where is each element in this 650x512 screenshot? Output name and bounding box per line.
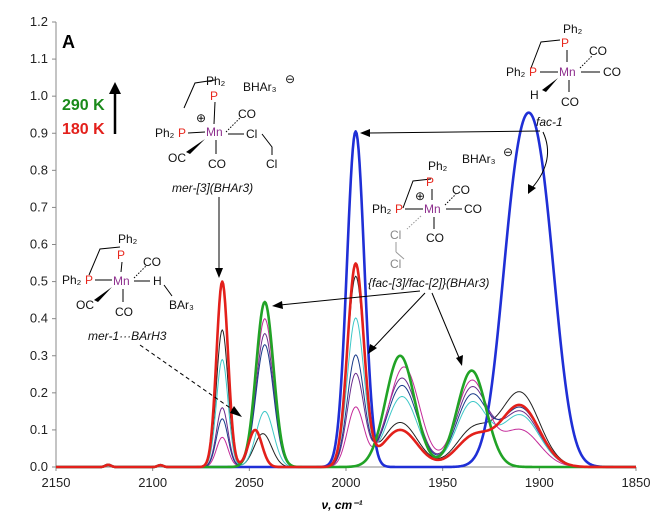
x-axis-label: ν, cm⁻¹ — [321, 498, 362, 512]
p-atom: P — [529, 65, 537, 79]
ph2-label: Ph₂ — [62, 273, 82, 287]
fac-3-label: {fac-[3]/fac-[2]}(BHAr3) — [368, 276, 489, 290]
co-label: CO — [143, 255, 161, 269]
structure-fac-1: Ph₂ P Ph₂ P Mn CO CO H CO fac-1 — [506, 22, 621, 129]
mn-atom: Mn — [424, 202, 441, 216]
tick-labels: 0.0 0.1 0.2 0.3 0.4 0.5 0.6 0.7 0.8 0.9 1.0 1.1 1.2 2… — [30, 14, 650, 490]
ph2-label: Ph₂ — [372, 202, 392, 216]
cl-label: Cl — [390, 257, 401, 271]
cl-label: Cl — [390, 228, 401, 242]
mer-3-label: mer-[3](BHAr3) — [172, 181, 253, 195]
co-label: CO — [208, 157, 226, 171]
cl-label: Cl — [266, 157, 277, 171]
x-tick-label: 2150 — [42, 475, 71, 490]
co-label: CO — [561, 95, 579, 109]
plus-charge: ⊕ — [196, 111, 206, 125]
y-tick-label: 1.2 — [30, 14, 48, 29]
arrows-fac-3 — [279, 290, 461, 361]
co-label: CO — [238, 107, 256, 121]
bar3-label: BAr₃ — [169, 298, 194, 312]
legend-up-arrow — [109, 82, 121, 134]
x-tick-label: 2000 — [332, 475, 361, 490]
y-tick-label: 0.8 — [30, 162, 48, 177]
structure-fac-3: Ph₂ P Ph₂ P Mn ⊕ CO CO Cl Cl CO BHAr₃ ⊖ … — [368, 145, 513, 290]
mer-1-label: mer-1···BArH3 — [88, 329, 167, 343]
borate-label: BHAr₃ — [243, 80, 277, 94]
mn-atom: Mn — [559, 65, 576, 79]
co-label: CO — [603, 65, 621, 79]
y-tick-label: 0.9 — [30, 125, 48, 140]
minus-charge: ⊖ — [285, 72, 295, 86]
ph2-label: Ph₂ — [155, 126, 175, 140]
legend-180k: 180 K — [62, 121, 105, 138]
ph2-label: Ph₂ — [206, 74, 226, 88]
y-tick-label: 1.1 — [30, 51, 48, 66]
y-tick-label: 0.4 — [30, 311, 48, 326]
legend-290k: 290 K — [62, 97, 105, 114]
p-atom: P — [395, 202, 403, 216]
p-atom: P — [426, 175, 434, 189]
p-atom: P — [561, 36, 569, 50]
co-label: CO — [589, 44, 607, 58]
fac-1-label: fac-1 — [536, 115, 563, 129]
ph2-label: Ph₂ — [428, 159, 448, 173]
co-label: CO — [426, 231, 444, 245]
cl-label: Cl — [246, 127, 257, 141]
y-tick-label: 0.3 — [30, 348, 48, 363]
x-tick-label: 1950 — [428, 475, 457, 490]
p-atom: P — [178, 126, 186, 140]
y-tick-label: 1.0 — [30, 88, 48, 103]
mn-atom: Mn — [206, 125, 223, 139]
p-atom: P — [210, 89, 218, 103]
y-tick-label: 0.6 — [30, 237, 48, 252]
structure-mer-3: Ph₂ P Ph₂ P Mn ⊕ CO Cl Cl OC CO BHAr₃ ⊖ … — [155, 72, 295, 195]
mn-atom: Mn — [113, 274, 130, 288]
plus-charge: ⊕ — [415, 189, 425, 203]
arrow-heads-fac-3 — [272, 301, 463, 366]
arrow-mer-1-head — [230, 406, 242, 417]
arrow-mer-1-dashed — [139, 344, 237, 413]
x-tick-label: 2100 — [138, 475, 167, 490]
x-tick-label: 1900 — [525, 475, 554, 490]
minus-charge: ⊖ — [503, 145, 513, 159]
co-label: CO — [464, 202, 482, 216]
oc-label: OC — [168, 151, 186, 165]
borate-label: BHAr₃ — [462, 152, 496, 166]
hydride-label: H — [530, 88, 539, 102]
y-tick-label: 0.5 — [30, 274, 48, 289]
co-label: CO — [452, 183, 470, 197]
arrow-mer-3-head — [215, 268, 223, 278]
ph2-label: Ph₂ — [118, 232, 138, 246]
panel-label: A — [62, 32, 75, 52]
arrows-fac-1 — [367, 130, 549, 189]
y-tick-label: 0.7 — [30, 199, 48, 214]
arrow-heads-fac-1 — [360, 129, 536, 194]
y-tick-label: 0.1 — [30, 422, 48, 437]
p-atom: P — [117, 248, 125, 262]
hydride-label: H — [153, 274, 162, 288]
ph2-label: Ph₂ — [563, 22, 583, 36]
x-tick-label: 2050 — [235, 475, 264, 490]
structure-mer-1: Ph₂ P Ph₂ P Mn CO H BAr₃ OC CO mer-1···B… — [62, 232, 194, 343]
ph2-label: Ph₂ — [506, 65, 526, 79]
y-tick-label: 0.2 — [30, 385, 48, 400]
y-tick-label: 0.0 — [30, 459, 48, 474]
series-line-180-k — [55, 262, 637, 469]
oc-label: OC — [76, 298, 94, 312]
p-atom: P — [85, 273, 93, 287]
x-tick-label: 1850 — [622, 475, 650, 490]
series-lines — [55, 111, 637, 469]
co-label: CO — [115, 305, 133, 319]
